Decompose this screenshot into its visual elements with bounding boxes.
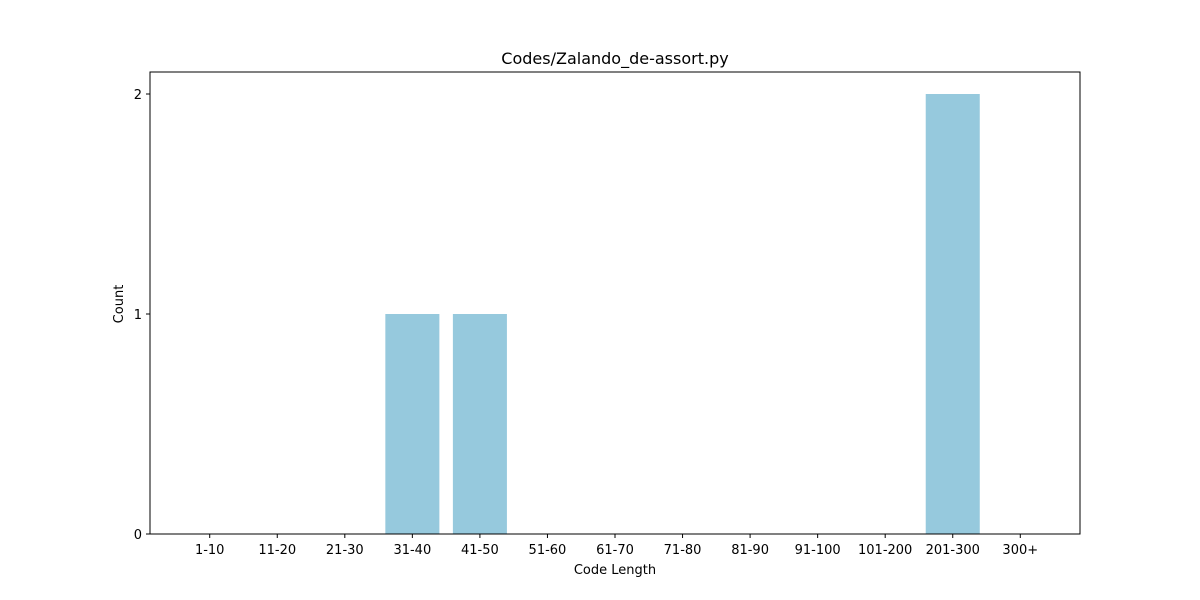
bar-201-300: [925, 94, 980, 534]
x-axis-ticks: 1-10 11-20 21-30 31-40 41-50 51-60 61-70 71-80 8…: [195, 534, 1038, 558]
x-tick-label: 300+: [1002, 543, 1038, 558]
bars-group: [385, 94, 980, 534]
x-axis-label: Code Length: [574, 563, 656, 578]
x-tick-label: 51-60: [529, 543, 567, 558]
y-tick-label: 1: [134, 308, 142, 323]
x-tick-label: 21-30: [326, 543, 364, 558]
x-tick-label: 1-10: [195, 543, 225, 558]
y-axis-ticks: 0 1 2: [134, 88, 150, 543]
y-tick-label: 2: [134, 88, 142, 103]
bar-31-40: [385, 314, 440, 534]
x-tick-label: 41-50: [461, 543, 499, 558]
chart-title: Codes/Zalando_de-assort.py: [501, 49, 728, 69]
y-tick-label: 0: [134, 528, 142, 543]
x-tick-label: 101-200: [858, 543, 912, 558]
x-tick-label: 31-40: [393, 543, 431, 558]
y-axis-label: Count: [112, 285, 127, 324]
x-tick-label: 11-20: [258, 543, 296, 558]
x-tick-label: 71-80: [664, 543, 702, 558]
x-tick-label: 61-70: [596, 543, 634, 558]
x-tick-label: 81-90: [731, 543, 769, 558]
x-tick-label: 201-300: [926, 543, 980, 558]
bar-41-50: [452, 314, 507, 534]
x-tick-label: 91-100: [795, 543, 841, 558]
